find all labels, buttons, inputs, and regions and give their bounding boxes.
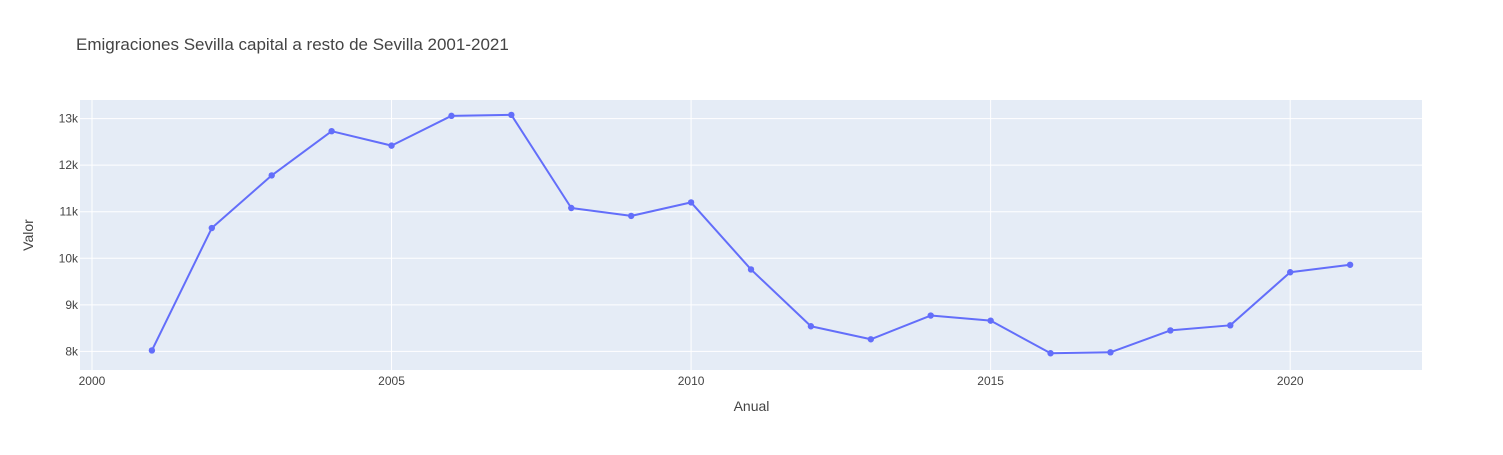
x-tick-label: 2000: [79, 374, 106, 388]
data-point[interactable]: [568, 204, 575, 212]
y-tick-label: 10k: [59, 251, 79, 265]
y-tick-label: 13k: [59, 112, 79, 126]
data-point[interactable]: [1167, 327, 1174, 334]
grid-lines: [80, 100, 1422, 370]
y-tick-label: 8k: [65, 344, 79, 358]
y-tick-label: 9k: [65, 298, 79, 312]
data-point[interactable]: [328, 127, 335, 135]
data-point[interactable]: [687, 199, 695, 206]
data-point[interactable]: [388, 142, 395, 149]
data-point[interactable]: [448, 112, 455, 120]
data-point[interactable]: [627, 212, 635, 220]
x-tick-label: 2020: [1277, 374, 1304, 388]
x-tick-label: 2005: [378, 374, 405, 388]
y-tick-label: 12k: [59, 158, 79, 172]
data-point[interactable]: [927, 312, 934, 319]
data-point[interactable]: [148, 347, 156, 354]
data-point[interactable]: [1286, 269, 1294, 276]
data-point[interactable]: [1346, 261, 1354, 268]
y-tick-label: 11k: [60, 205, 79, 219]
x-tick-label: 2010: [678, 374, 705, 388]
data-point[interactable]: [268, 172, 275, 179]
series-layer: [148, 111, 1354, 357]
data-point[interactable]: [1047, 350, 1054, 357]
y-axis-title: Valor: [20, 219, 36, 251]
data-point[interactable]: [867, 336, 875, 343]
plot-background: [80, 100, 1422, 370]
data-point[interactable]: [987, 317, 994, 324]
data-point[interactable]: [208, 224, 216, 232]
data-point[interactable]: [807, 323, 815, 330]
data-point[interactable]: [508, 111, 515, 119]
data-point[interactable]: [1227, 322, 1234, 329]
tick-labels: 2000 2005 2010 2015 2020 8k 9k 10k 11k 12k 13k: [59, 112, 1304, 388]
x-tick-label: 2015: [977, 374, 1004, 388]
x-axis-title: Anual: [734, 398, 770, 414]
data-point[interactable]: [747, 266, 755, 273]
chart-title: Emigraciones Sevilla capital a resto de …: [76, 35, 509, 54]
data-point[interactable]: [1107, 349, 1114, 356]
